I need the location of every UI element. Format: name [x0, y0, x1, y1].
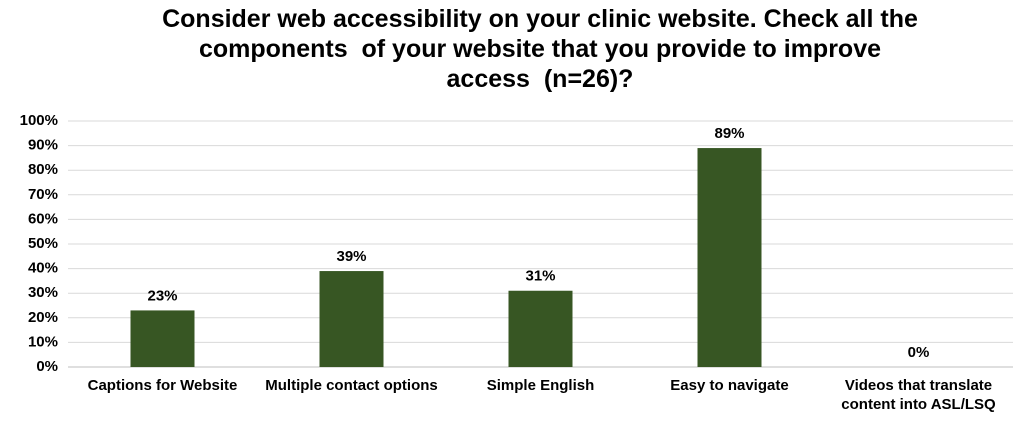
y-tick-label: 100%	[20, 112, 58, 129]
bar	[508, 290, 573, 367]
x-tick-label: Easy to navigate	[670, 377, 789, 394]
y-tick-label: 80%	[28, 161, 58, 178]
data-label: 31%	[525, 268, 555, 285]
y-tick-label: 60%	[28, 210, 58, 227]
x-tick-label: Simple English	[486, 377, 595, 394]
data-label: 0%	[908, 344, 930, 361]
x-tick-label: Captions for Website	[87, 377, 238, 394]
y-tick-label: 90%	[28, 137, 58, 154]
y-tick-label: 20%	[28, 309, 58, 326]
y-tick-label: 0%	[36, 358, 58, 375]
y-tick-label: 50%	[28, 235, 58, 252]
y-tick-label: 10%	[28, 333, 58, 350]
bar	[319, 271, 384, 367]
y-tick-label: 30%	[28, 284, 58, 301]
data-label: 89%	[714, 125, 744, 142]
y-tick-label: 70%	[28, 186, 58, 203]
bar	[697, 148, 762, 367]
data-label: 23%	[147, 287, 177, 304]
chart-title: Consider web accessibility on your clini…	[162, 5, 925, 93]
data-label: 39%	[336, 248, 366, 265]
y-tick-label: 40%	[28, 260, 58, 277]
x-tick-label: Multiple contact options	[265, 377, 438, 394]
x-tick-label: Videos that translate content into ASL/L…	[841, 377, 996, 413]
bar	[130, 310, 195, 367]
